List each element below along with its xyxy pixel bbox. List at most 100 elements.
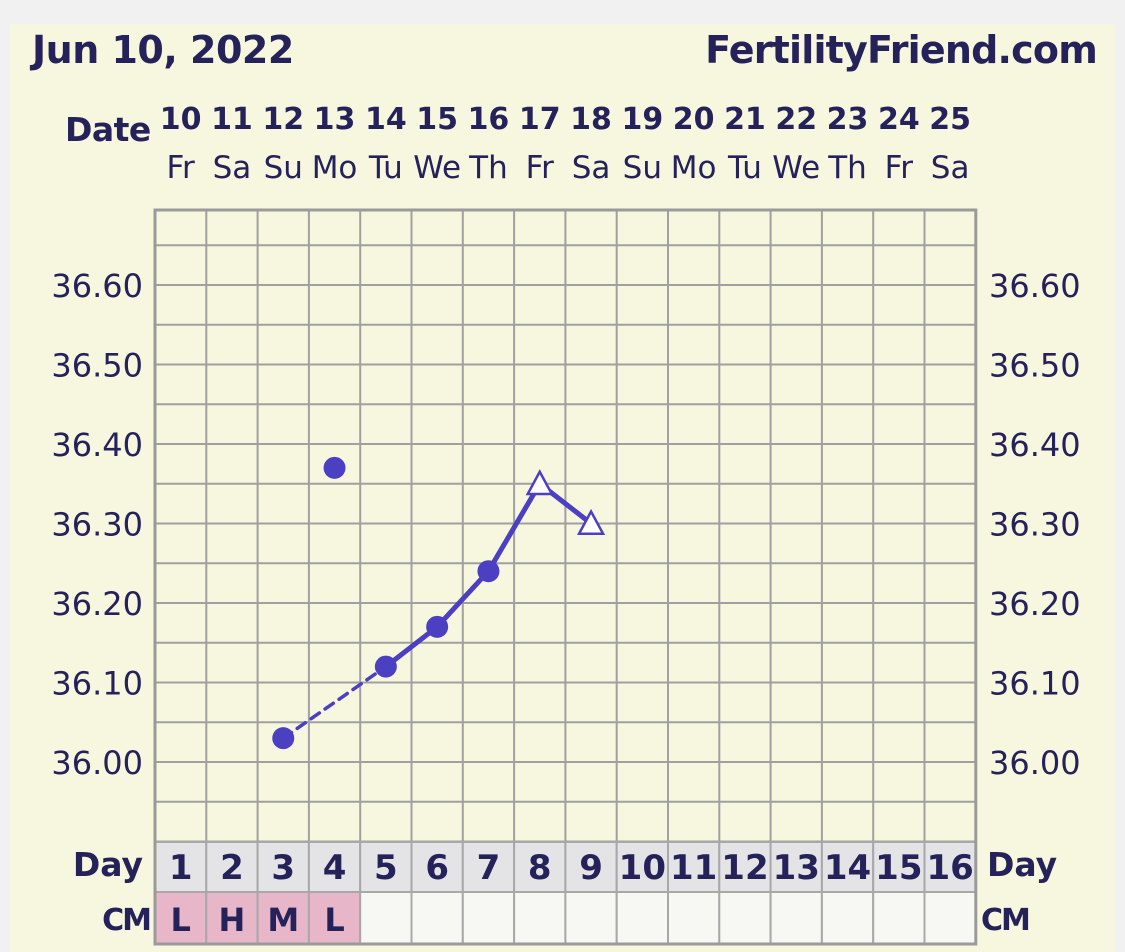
chart-panel <box>10 24 1115 952</box>
temperature-point-triangle <box>576 508 606 535</box>
cm-value: L <box>170 901 190 939</box>
cm-cell <box>923 891 977 945</box>
y-tick-label-right: 36.40 <box>989 426 1081 464</box>
day-row-label-left: Day <box>73 845 143 884</box>
cycle-day-number: 1 <box>169 848 193 888</box>
y-tick-label-right: 36.20 <box>989 585 1081 623</box>
y-tick-label-left: 36.20 <box>51 585 143 623</box>
date-number: 25 <box>929 102 971 137</box>
temperature-line-segment <box>281 664 388 740</box>
cm-cell <box>615 891 670 945</box>
y-tick-label-right: 36.10 <box>989 665 1081 703</box>
date-number: 22 <box>775 102 817 137</box>
date-number: 18 <box>570 102 612 137</box>
cm-value: L <box>324 901 344 939</box>
weekday-label: Sa <box>572 150 611 186</box>
cm-cell <box>718 891 772 945</box>
date-number: 20 <box>673 102 715 137</box>
date-number: 24 <box>878 102 920 137</box>
cm-cell <box>410 891 464 945</box>
day-cell <box>154 841 208 893</box>
date-row-label: Date <box>65 110 151 149</box>
cm-value: H <box>219 901 246 939</box>
day-cell <box>513 841 567 893</box>
cm-value: M <box>267 901 299 939</box>
cm-cell <box>513 891 567 945</box>
date-number: 17 <box>519 102 561 137</box>
weekday-label: Th <box>827 150 867 186</box>
temperature-point-triangle <box>525 469 554 496</box>
cm-cell <box>820 891 875 945</box>
weekday-label: Su <box>623 150 662 186</box>
weekday-label: Mo <box>312 150 358 186</box>
day-cell <box>872 841 926 893</box>
cm-cell <box>667 891 721 945</box>
temperature-point-excluded <box>323 456 346 479</box>
grid-border <box>153 208 978 946</box>
cm-cell <box>872 891 926 945</box>
weekday-label: Th <box>468 150 508 186</box>
cm-row-label-left: CM <box>102 903 150 938</box>
temperature-point <box>374 655 397 678</box>
date-number: 13 <box>314 102 356 137</box>
cycle-day-number: 11 <box>670 848 717 888</box>
weekday-label: Mo <box>671 150 717 186</box>
weekday-label: Fr <box>885 150 914 186</box>
day-cell <box>307 841 362 893</box>
date-number: 23 <box>827 102 869 137</box>
cycle-day-number: 6 <box>425 848 449 888</box>
day-cell <box>359 841 413 893</box>
chart-date: Jun 10, 2022 <box>32 28 294 72</box>
cycle-day-number: 10 <box>619 848 666 888</box>
site-name[interactable]: FertilityFriend.com <box>705 28 1098 72</box>
date-number: 10 <box>160 102 202 137</box>
weekday-label: Tu <box>368 150 403 186</box>
cycle-day-number: 3 <box>271 848 295 888</box>
weekday-label: Tu <box>727 150 762 186</box>
cm-cell <box>769 891 823 945</box>
cycle-day-number: 7 <box>477 848 501 888</box>
y-tick-label-left: 36.10 <box>51 665 143 703</box>
date-number: 15 <box>416 102 458 137</box>
temperature-point <box>272 727 295 750</box>
date-number: 11 <box>211 102 253 137</box>
cycle-day-number: 13 <box>773 848 820 888</box>
day-row-label-right: Day <box>987 845 1057 884</box>
y-tick-label-right: 36.30 <box>989 506 1081 544</box>
cm-cell <box>205 891 259 945</box>
day-cell <box>820 841 875 893</box>
y-tick-label-left: 36.30 <box>51 506 143 544</box>
date-number: 16 <box>468 102 510 137</box>
date-number: 12 <box>262 102 304 137</box>
y-tick-label-left: 36.50 <box>51 347 143 385</box>
cm-cell <box>461 891 516 945</box>
day-cell <box>256 841 310 893</box>
temperature-point <box>426 615 449 638</box>
y-tick-label-right: 36.00 <box>989 744 1081 782</box>
weekday-label: Fr <box>166 150 195 186</box>
y-tick-label-right: 36.60 <box>989 267 1081 305</box>
y-tick-label-left: 36.40 <box>51 426 143 464</box>
weekday-label: Sa <box>931 150 970 186</box>
weekday-label: We <box>413 150 461 186</box>
cycle-day-number: 16 <box>926 848 973 888</box>
weekday-label: We <box>772 150 820 186</box>
cycle-day-number: 14 <box>824 848 871 888</box>
temperature-line-segment <box>434 568 491 630</box>
weekday-label: Su <box>264 150 303 186</box>
cm-row-label-right: CM <box>981 903 1029 938</box>
cm-cell <box>359 891 413 945</box>
weekday-label: Fr <box>526 150 555 186</box>
cycle-day-number: 12 <box>721 848 768 888</box>
cycle-day-number: 15 <box>875 848 922 888</box>
cycle-day-number: 4 <box>323 848 347 888</box>
cm-cell <box>564 891 618 945</box>
cycle-day-number: 5 <box>374 848 398 888</box>
temperature-line-segment <box>485 481 543 574</box>
temperature-point <box>477 560 500 583</box>
y-tick-label-left: 36.60 <box>51 267 143 305</box>
y-tick-label-left: 36.00 <box>51 744 143 782</box>
cycle-day-number: 2 <box>220 848 244 888</box>
cm-cell <box>256 891 310 945</box>
